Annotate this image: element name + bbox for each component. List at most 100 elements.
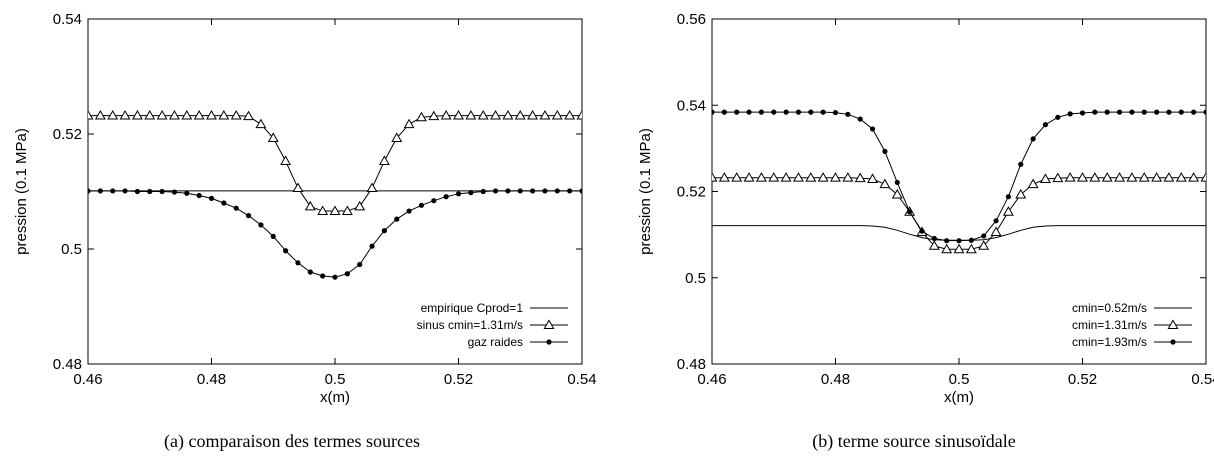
series-2 xyxy=(88,109,582,215)
triangle-point xyxy=(1039,173,1051,183)
dot-point xyxy=(894,179,900,186)
triangle-point xyxy=(156,109,168,120)
figure-caption: (a) comparaison des termes sources xyxy=(164,431,420,452)
dot-point xyxy=(332,274,338,280)
legend-label: cmin=0.52m/s xyxy=(1072,301,1147,315)
y-tick-label: 0.48 xyxy=(677,356,706,373)
dot-point xyxy=(554,188,560,194)
dot-point xyxy=(1042,122,1049,128)
dot-point xyxy=(1141,109,1147,115)
triangle-point xyxy=(539,109,551,120)
dot-point xyxy=(956,238,962,244)
triangle-point xyxy=(453,109,464,120)
triangle-point xyxy=(928,240,940,250)
triangle-point xyxy=(144,109,156,120)
y-tick-label: 0.54 xyxy=(677,97,706,114)
series-3 xyxy=(712,109,1206,244)
dot-point xyxy=(492,188,499,194)
dot-point xyxy=(783,109,789,115)
chart-panel-b: 0.460.480.50.520.540.480.50.520.540.56x(… xyxy=(637,11,1214,452)
dot-point xyxy=(171,189,178,195)
triangle-point xyxy=(193,109,205,120)
legend-label: gaz raides xyxy=(468,335,523,349)
dot-point xyxy=(283,248,289,254)
dot-point xyxy=(746,109,752,115)
dot-point xyxy=(97,188,103,194)
dot-point xyxy=(734,109,740,115)
triangle-point xyxy=(1015,188,1027,199)
triangle-point xyxy=(514,109,526,120)
triangle-point xyxy=(953,243,965,254)
x-tick-label: 0.46 xyxy=(697,371,726,388)
triangle-point xyxy=(867,173,879,183)
triangle-point xyxy=(842,172,854,182)
series-line xyxy=(88,115,582,212)
legend-marker xyxy=(546,339,552,345)
triangle-point xyxy=(1089,172,1101,182)
triangle-point xyxy=(1200,172,1206,182)
series-line xyxy=(88,190,582,278)
dot-point xyxy=(1005,194,1012,200)
dot-point xyxy=(122,188,128,194)
dot-point xyxy=(1191,109,1197,115)
x-axis-label: x(m) xyxy=(944,389,974,406)
dot-point xyxy=(542,188,548,194)
triangle-point xyxy=(527,109,539,120)
dot-point xyxy=(184,190,190,196)
dot-point xyxy=(567,188,573,194)
triangle-point xyxy=(94,109,106,120)
dot-point xyxy=(820,109,826,115)
dot-point xyxy=(712,109,715,115)
triangle-point xyxy=(267,132,279,142)
triangle-point xyxy=(403,118,415,129)
dot-point xyxy=(443,194,449,200)
dot-point xyxy=(344,271,350,277)
triangle-point xyxy=(805,172,817,182)
triangle-point xyxy=(1163,172,1175,182)
dot-point xyxy=(795,109,802,115)
dot-point xyxy=(771,109,777,115)
triangle-point xyxy=(131,109,143,120)
triangle-point xyxy=(1114,172,1126,182)
dot-point xyxy=(1079,110,1086,116)
dot-point xyxy=(808,109,814,115)
dot-point xyxy=(517,188,523,194)
triangle-point xyxy=(768,172,780,182)
y-tick-label: 0.56 xyxy=(677,11,706,28)
legend-label: cmin=1.93m/s xyxy=(1072,335,1147,349)
legend-marker xyxy=(543,319,555,329)
triangle-point xyxy=(280,155,292,165)
dot-point xyxy=(270,233,276,239)
dot-point xyxy=(147,188,153,195)
dot-point xyxy=(320,273,326,279)
x-tick-label: 0.54 xyxy=(1191,371,1214,388)
triangle-point xyxy=(502,109,514,120)
legend-label: cmin=1.31m/s xyxy=(1072,318,1147,332)
legend-label: sinus cmin=1.31m/s xyxy=(417,318,523,332)
x-tick-label: 0.52 xyxy=(1068,371,1097,388)
triangle-point xyxy=(1002,206,1014,216)
triangle-point xyxy=(255,118,267,129)
triangle-point xyxy=(243,110,255,121)
triangle-point xyxy=(1175,172,1187,182)
triangle-point xyxy=(1188,172,1200,182)
dot-point xyxy=(1129,109,1135,115)
triangle-point xyxy=(391,132,403,142)
dot-point xyxy=(882,148,888,154)
triangle-point xyxy=(792,172,804,182)
dot-point xyxy=(88,188,91,194)
y-tick-label: 0.5 xyxy=(685,270,706,287)
triangle-point xyxy=(755,172,767,182)
legend-marker xyxy=(1167,319,1179,329)
legend-label: empirique Cprod=1 xyxy=(421,301,524,315)
triangle-point xyxy=(206,109,217,120)
triangle-point xyxy=(718,172,730,182)
y-tick-label: 0.48 xyxy=(53,356,82,373)
dot-point xyxy=(1030,136,1036,142)
triangle-point xyxy=(731,172,743,182)
dot-point xyxy=(758,109,765,115)
triangle-point xyxy=(1052,172,1064,183)
dot-point xyxy=(394,216,400,222)
triangle-point xyxy=(304,200,316,211)
